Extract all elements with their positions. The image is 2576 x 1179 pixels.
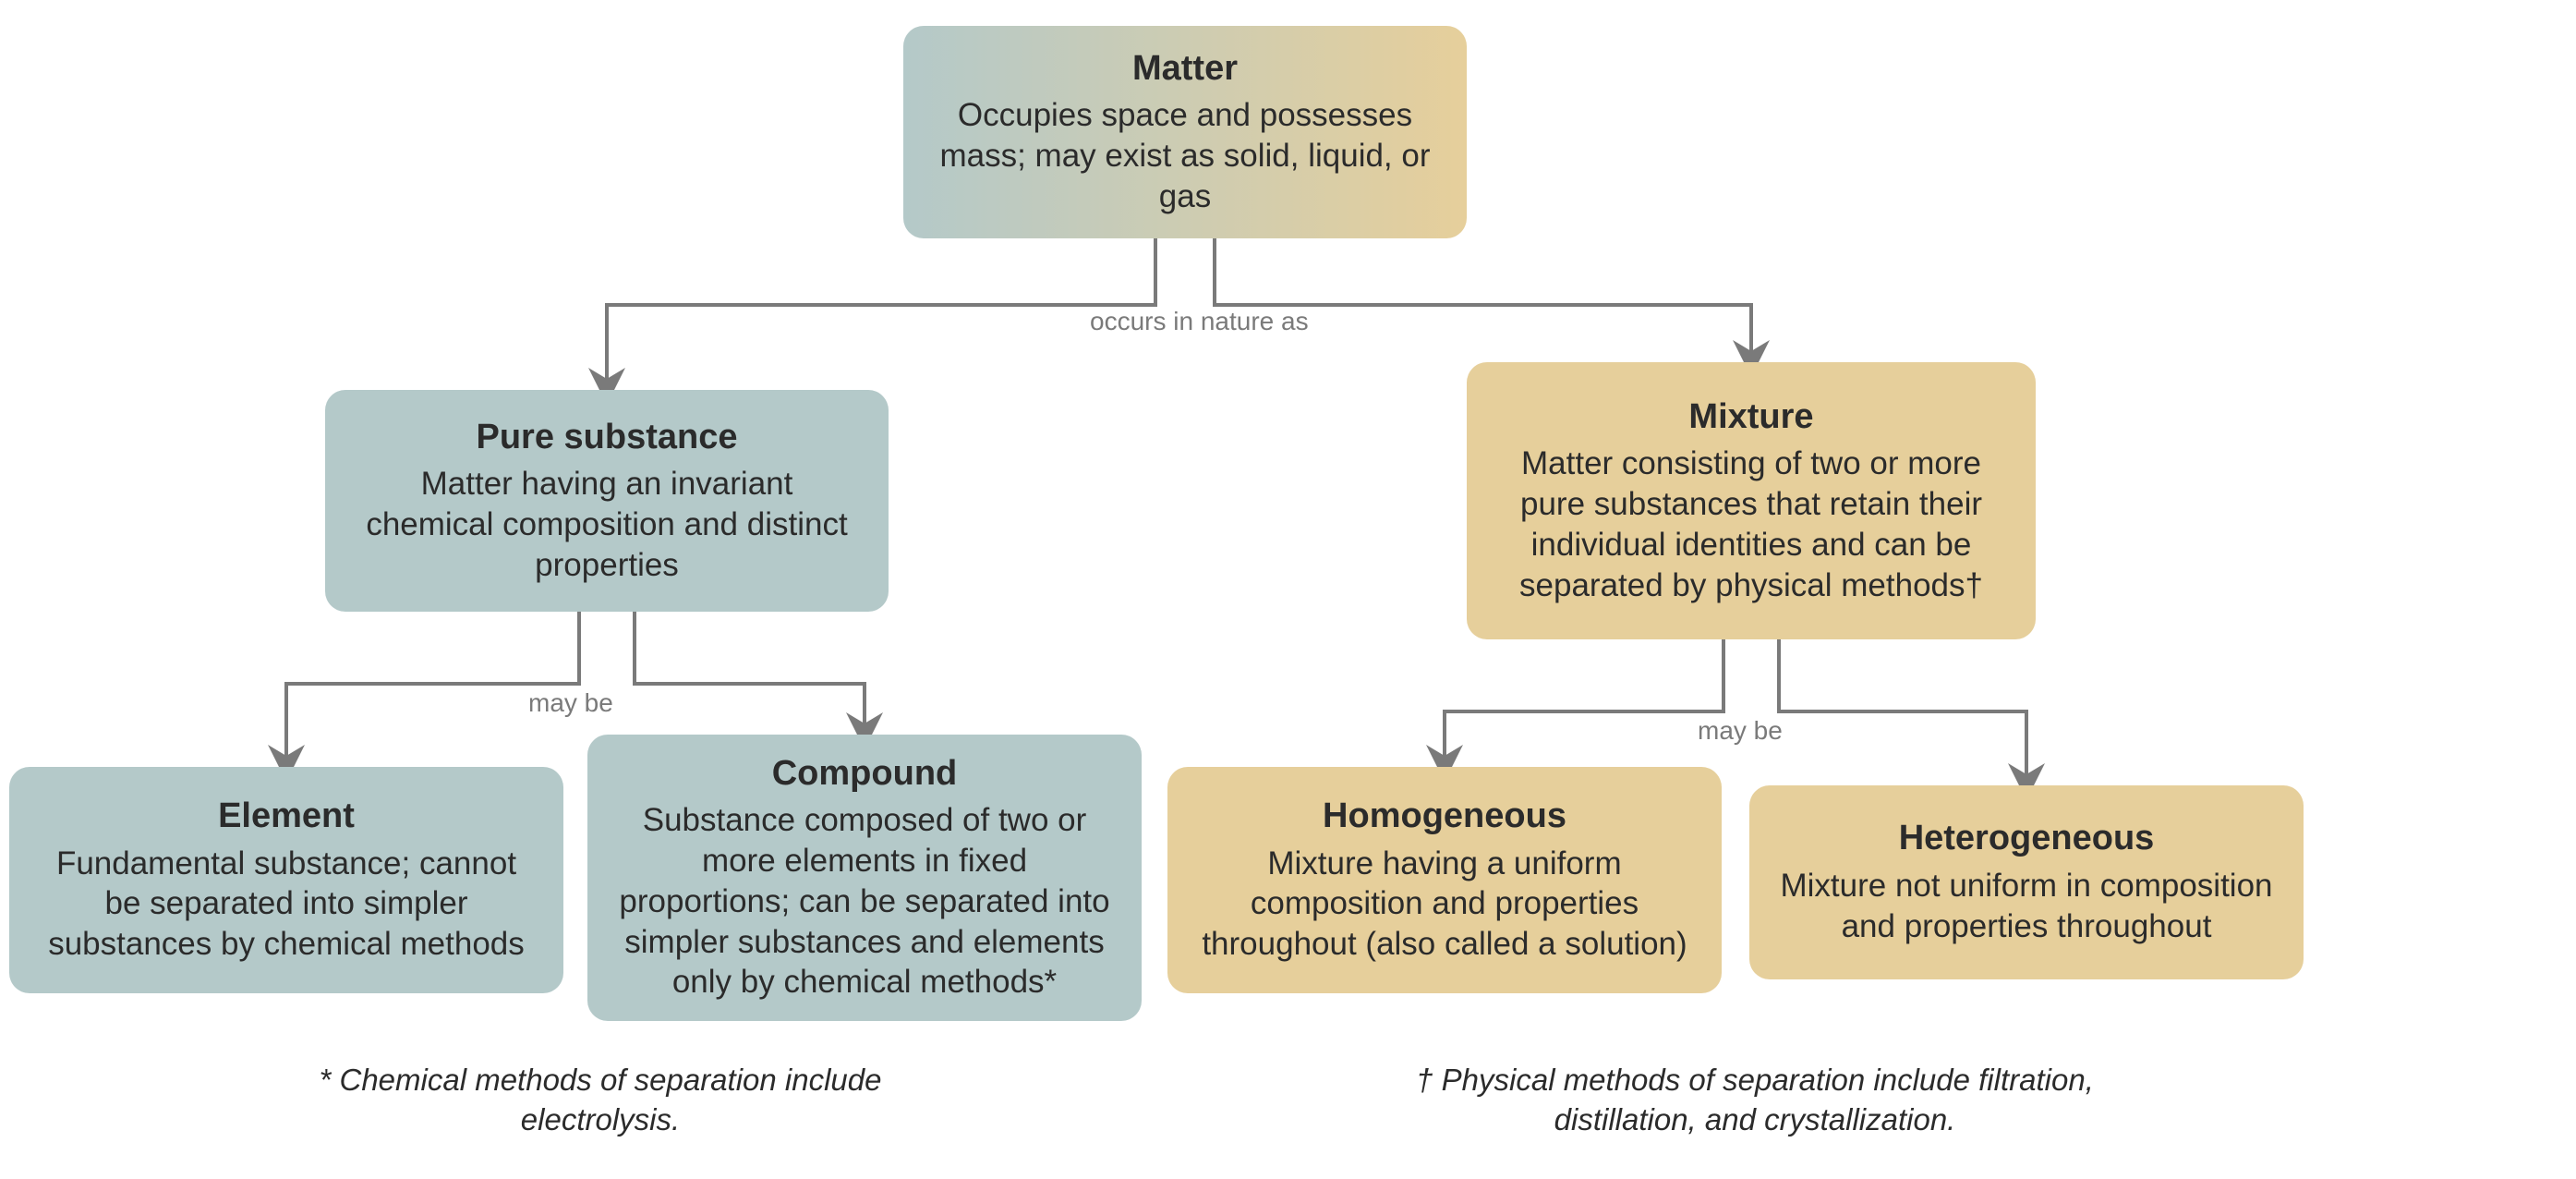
node-pure-desc: Matter having an invariant chemical comp…	[353, 464, 861, 585]
edge-label-maybe-left: may be	[528, 688, 613, 718]
node-element-desc: Fundamental substance; cannot be separat…	[37, 844, 536, 965]
node-pure-substance: Pure substance Matter having an invarian…	[325, 390, 889, 612]
node-heterogeneous-title: Heterogeneous	[1899, 818, 2155, 860]
node-pure-title: Pure substance	[477, 417, 738, 459]
node-mixture-title: Mixture	[1688, 396, 1813, 439]
node-compound: Compound Substance composed of two or mo…	[587, 735, 1142, 1021]
edge-label-maybe-right: may be	[1698, 716, 1783, 746]
node-matter: Matter Occupies space and possesses mass…	[903, 26, 1467, 238]
node-mixture: Mixture Matter consisting of two or more…	[1467, 362, 2036, 639]
node-mixture-desc: Matter consisting of two or more pure su…	[1494, 444, 2008, 605]
edge-label-occurs: occurs in nature as	[1090, 307, 1309, 336]
node-compound-title: Compound	[772, 753, 958, 796]
node-homogeneous-title: Homogeneous	[1323, 796, 1566, 838]
node-heterogeneous-desc: Mixture not uniform in composition and p…	[1777, 866, 2276, 947]
node-compound-desc: Substance composed of two or more elemen…	[615, 800, 1114, 1003]
footnote-physical: † Physical methods of separation include…	[1385, 1061, 2124, 1140]
node-matter-desc: Occupies space and possesses mass; may e…	[931, 95, 1439, 216]
node-element: Element Fundamental substance; cannot be…	[9, 767, 563, 993]
node-element-title: Element	[218, 796, 355, 838]
footnote-chemical: * Chemical methods of separation include…	[277, 1061, 924, 1140]
node-heterogeneous: Heterogeneous Mixture not uniform in com…	[1749, 785, 2304, 979]
node-homogeneous-desc: Mixture having a uniform composition and…	[1195, 844, 1694, 965]
node-matter-title: Matter	[1132, 48, 1238, 91]
node-homogeneous: Homogeneous Mixture having a uniform com…	[1167, 767, 1722, 993]
